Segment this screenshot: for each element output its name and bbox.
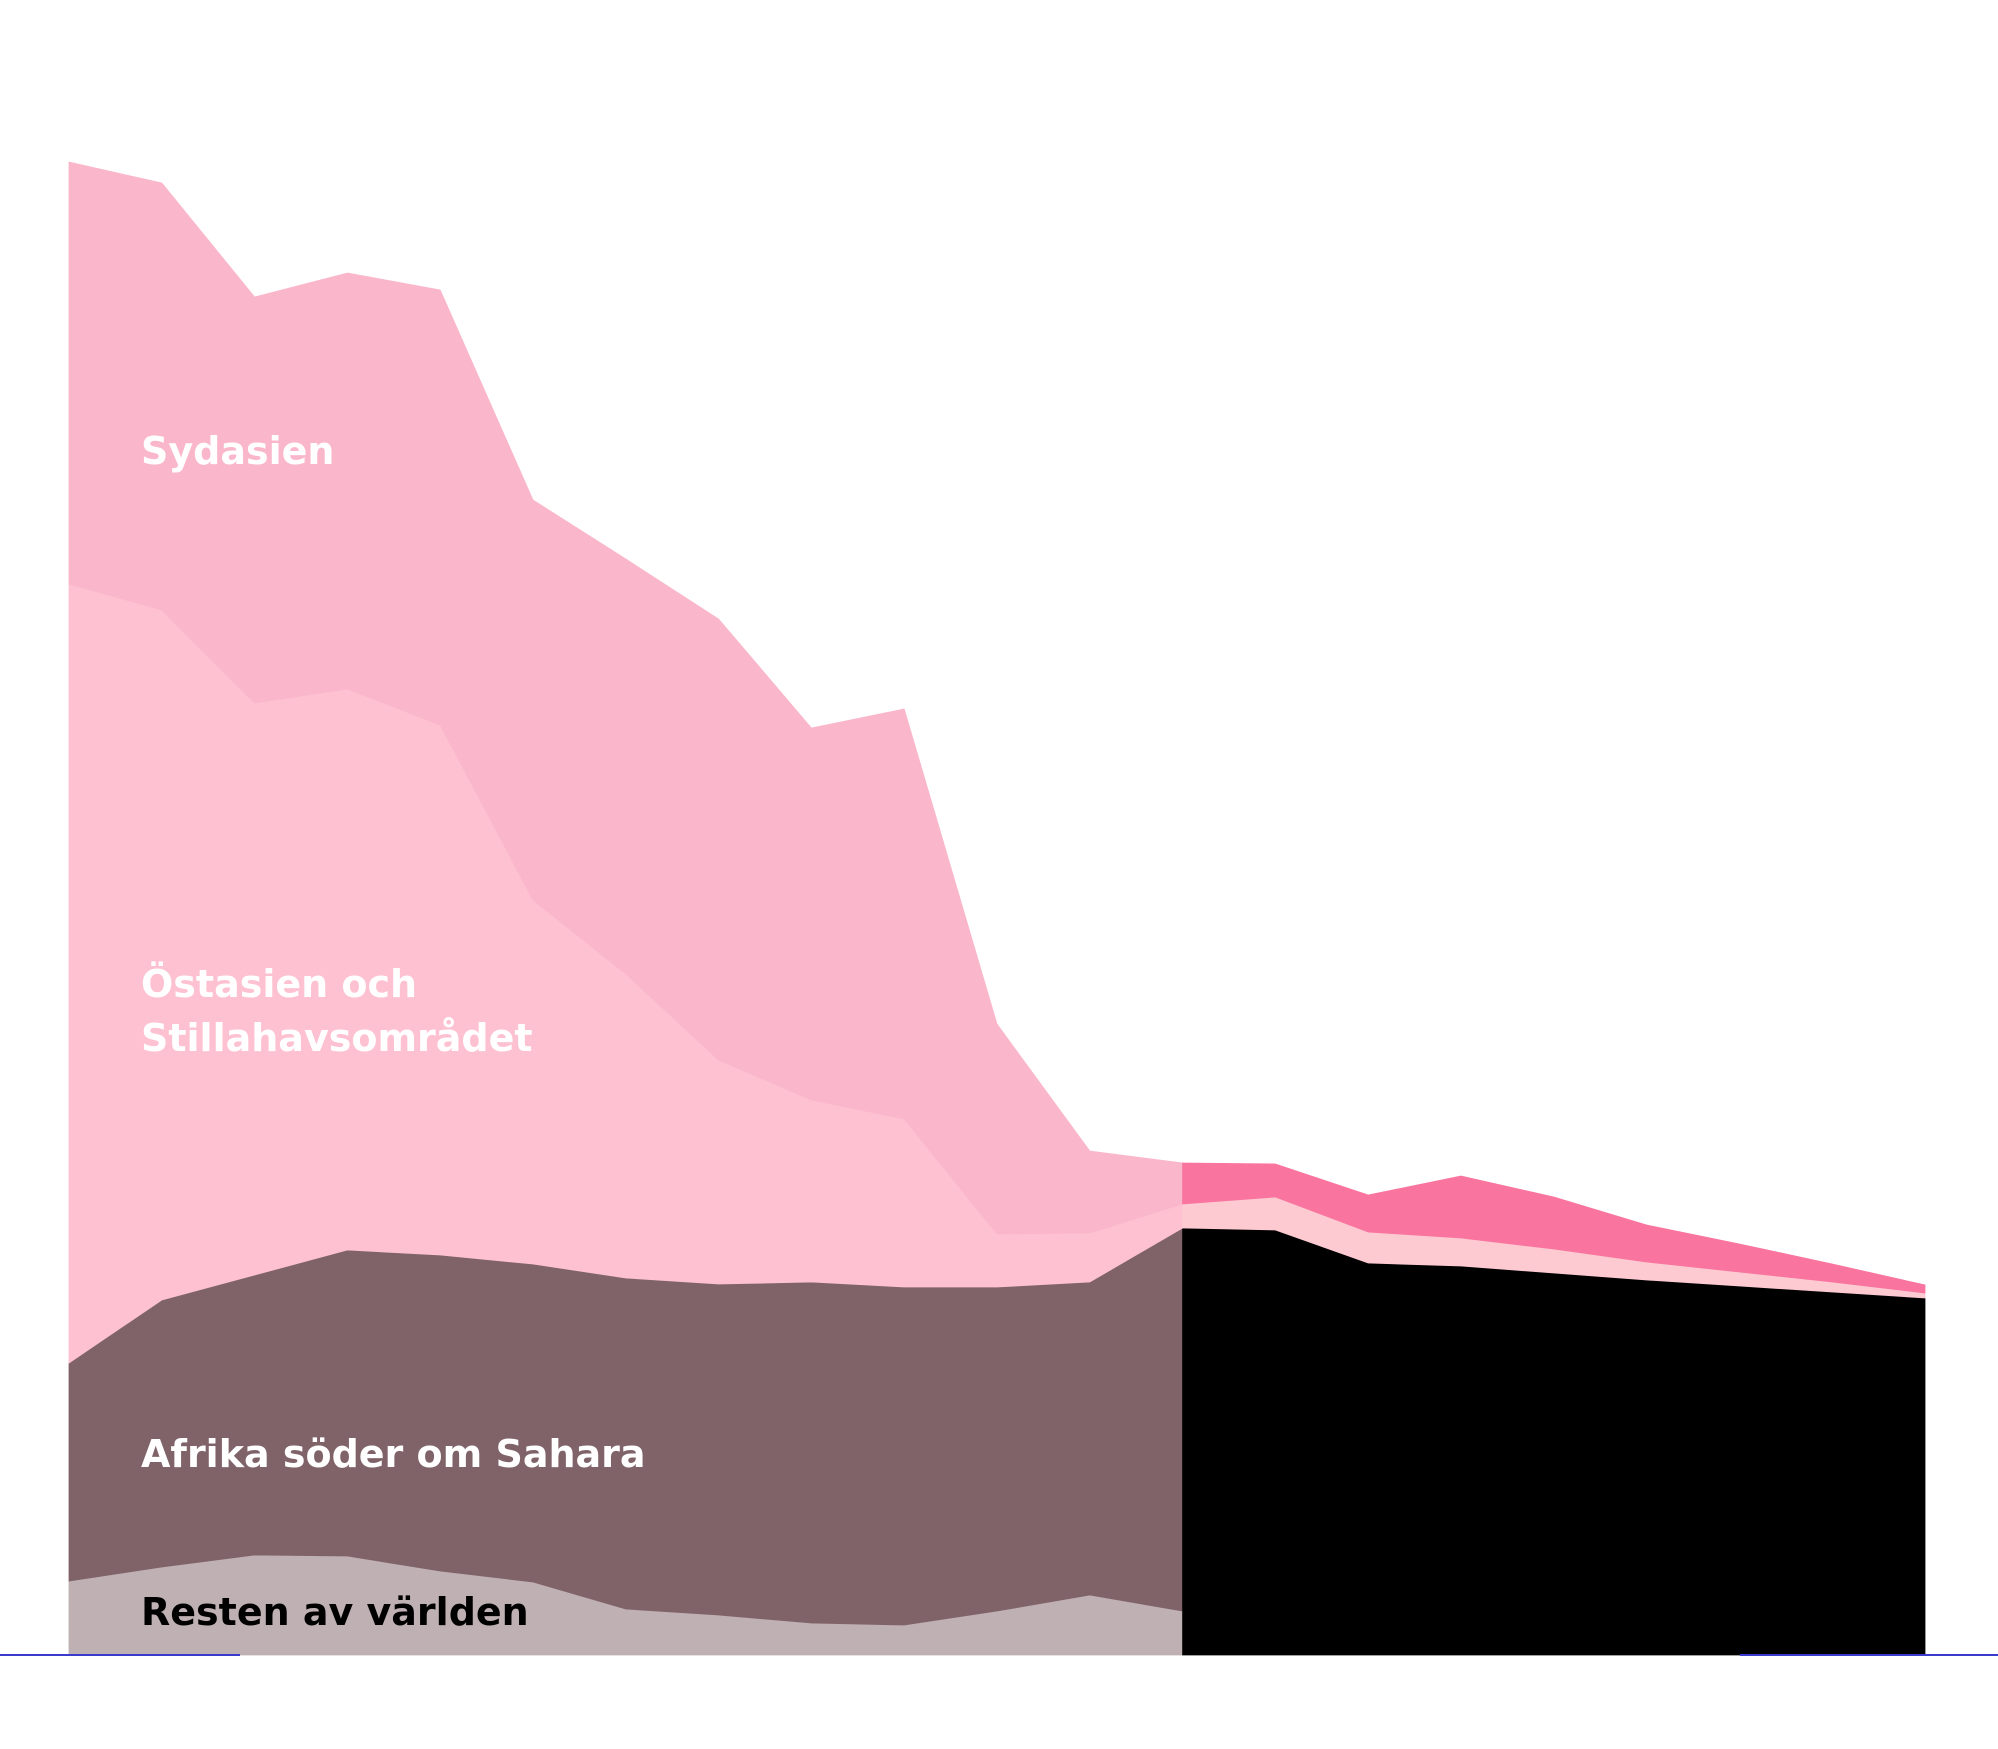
label-sydasien: Sydasien (141, 429, 334, 473)
label-ostasien-line-1: Östasien och (141, 962, 417, 1006)
label-afrika: Afrika söder om Sahara (141, 1432, 646, 1476)
area-labels-group: Sydasien Östasien och Stillahavsområdet … (141, 429, 646, 1634)
area-sydasien-projection (1182, 1162, 1926, 1294)
label-ostasien-line-2: Stillahavsområdet (141, 1016, 533, 1060)
label-resten: Resten av världen (141, 1590, 529, 1634)
area-series-group (68, 161, 1926, 1656)
label-ostasien: Östasien och Stillahavsområdet (141, 962, 533, 1060)
